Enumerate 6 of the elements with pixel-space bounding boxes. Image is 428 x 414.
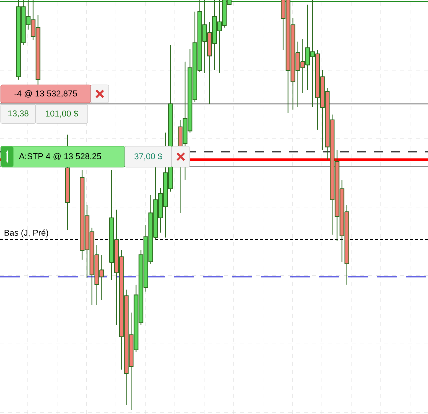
annotation: -4 @ 13 532,875 (14, 90, 78, 98)
ref-line-label: Bas (J, Pré) (4, 230, 48, 238)
annotation: A:STP 4 @ 13 528,25 (19, 153, 102, 161)
annotation: 13,38 (8, 110, 29, 118)
annotation: 101,00 $ (46, 110, 78, 118)
annotation: 37,00 $ (134, 153, 162, 161)
